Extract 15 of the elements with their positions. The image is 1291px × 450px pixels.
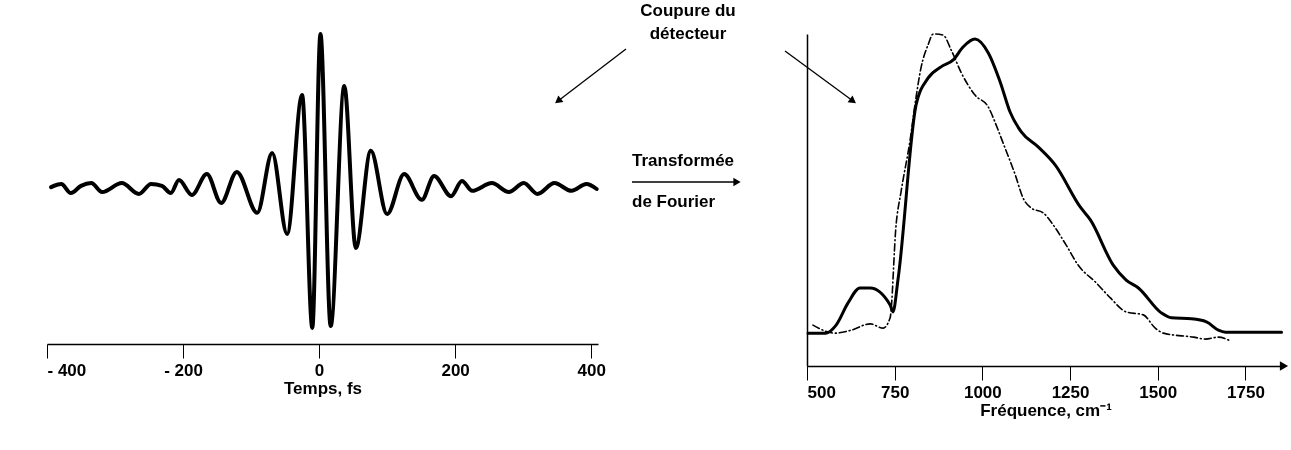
x-tick-label: 500 <box>807 382 836 402</box>
x-tick-label: - 200 <box>164 360 203 380</box>
text: Coupure du détecteur <box>640 1 736 43</box>
x-tick-label: 1250 <box>1051 382 1090 402</box>
x-tick-label: 1500 <box>1139 382 1178 402</box>
x-axis-title: Temps, fs <box>283 378 363 398</box>
x-tick-label: 400 <box>577 360 606 380</box>
x-axis-title: Fréquence, cm⁻¹ <box>980 400 1113 420</box>
x-tick-label: 750 <box>881 382 910 402</box>
x-tick-label: - 400 <box>47 360 87 380</box>
x-tick-label: 0 <box>314 360 325 380</box>
x-tick-label: 1750 <box>1227 382 1265 402</box>
x-tick-label: 200 <box>441 360 470 380</box>
x-tick-label: 1000 <box>963 382 1002 402</box>
text: Transformée de Fourier <box>632 151 735 211</box>
